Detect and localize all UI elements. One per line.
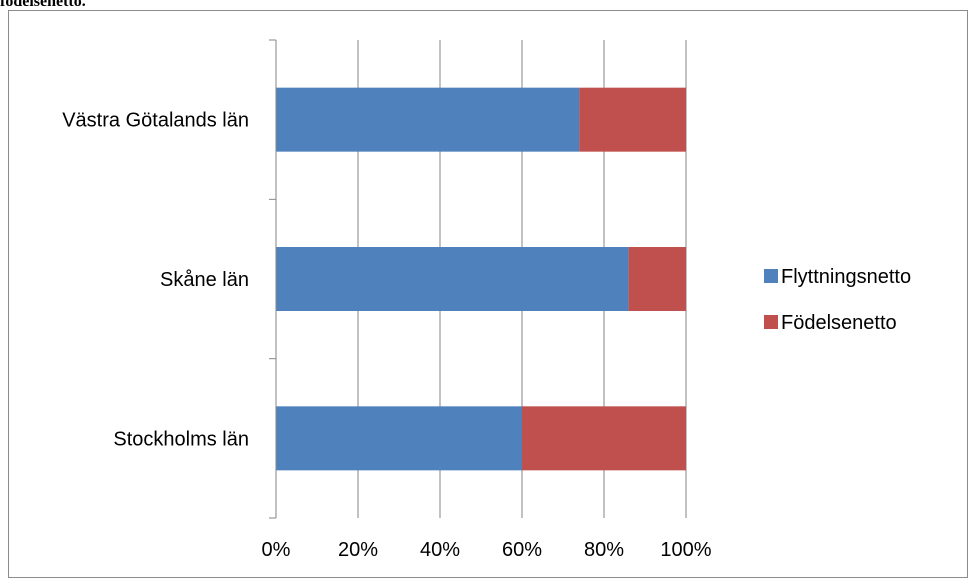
legend-label-fodelsenetto: Födelsenetto [781,312,897,334]
x-tick-label: 80% [584,539,624,561]
bar-fodelsenetto-stockholms-lan [522,406,686,471]
x-tick-label: 40% [420,539,460,561]
bar-fodelsenetto-skane-lan [628,247,686,311]
category-label: Skåne län [160,269,249,291]
x-tick-label: 60% [502,539,542,561]
bar-fodelsenetto-vastra-gotalands-lan [579,87,686,152]
legend: Flyttningsnetto Födelsenetto [764,266,911,334]
x-tick-label: 100% [660,539,711,561]
bar-flyttningsnetto-stockholms-lan [276,406,522,471]
bar-flyttningsnetto-skane-lan [276,247,629,311]
legend-label-flyttningsnetto: Flyttningsnetto [781,266,911,288]
legend-swatch-fodelsenetto [764,315,778,329]
bars [276,87,686,471]
x-tick-label: 0% [262,539,291,561]
y-axis [269,39,277,519]
chart-title-clipped: födelsenetto. [0,0,86,10]
category-label: Västra Götalands län [62,110,249,132]
legend-swatch-flyttningsnetto [764,269,778,283]
bar-flyttningsnetto-vastra-gotalands-lan [276,87,580,152]
category-labels: Västra Götalands län Skåne län Stockholms … [62,110,249,451]
x-tick-label: 20% [338,539,378,561]
category-label: Stockholms län [113,428,249,450]
x-tick-labels: 0% 20% 40% 60% 80% 100% [262,539,712,561]
